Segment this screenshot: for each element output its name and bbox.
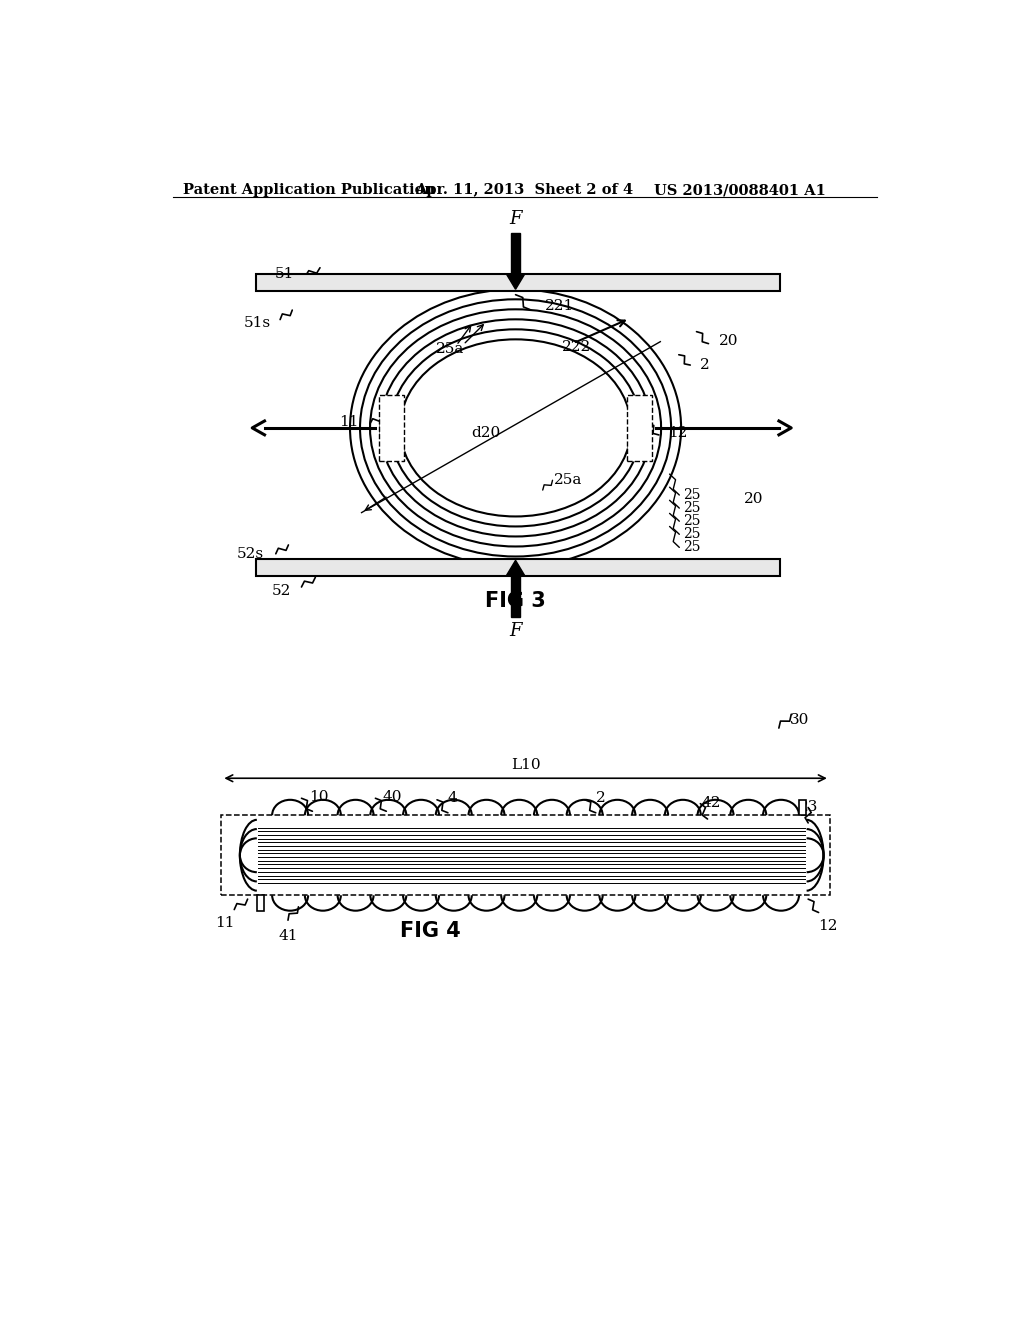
Text: F: F	[509, 210, 522, 227]
Text: 11: 11	[340, 414, 359, 429]
Text: 30: 30	[790, 713, 809, 727]
Text: 25a: 25a	[436, 342, 464, 356]
Text: 222: 222	[562, 341, 591, 354]
Text: Apr. 11, 2013  Sheet 2 of 4: Apr. 11, 2013 Sheet 2 of 4	[416, 183, 634, 197]
Text: 25: 25	[683, 502, 700, 515]
Text: 10: 10	[309, 789, 329, 804]
Bar	[379, 395, 403, 461]
Bar	[257, 895, 264, 911]
Text: Patent Application Publication: Patent Application Publication	[183, 183, 435, 197]
Text: 52: 52	[271, 583, 291, 598]
Text: FIG 4: FIG 4	[400, 921, 461, 941]
Polygon shape	[506, 275, 524, 289]
Text: 42: 42	[701, 796, 721, 809]
Text: 52s: 52s	[238, 546, 264, 561]
Text: 20: 20	[719, 334, 738, 348]
Text: 40: 40	[383, 789, 402, 804]
Text: 25: 25	[683, 515, 700, 528]
Text: d20: d20	[472, 426, 501, 441]
Text: 25a: 25a	[554, 474, 582, 487]
Text: 4: 4	[447, 791, 458, 805]
Bar	[256, 275, 779, 290]
Text: 41: 41	[279, 929, 298, 944]
Text: 12: 12	[818, 919, 838, 933]
Bar	[800, 800, 806, 816]
Text: 51: 51	[275, 267, 295, 281]
Text: 25: 25	[683, 540, 700, 554]
Bar	[256, 558, 779, 576]
Text: 23: 23	[799, 800, 818, 813]
Bar	[628, 395, 652, 461]
Text: 25: 25	[683, 527, 700, 541]
Text: FIG 3: FIG 3	[485, 591, 546, 611]
Text: 2: 2	[700, 358, 710, 372]
Text: 51s: 51s	[244, 317, 271, 330]
Text: 25: 25	[683, 488, 700, 502]
Text: 2: 2	[596, 791, 605, 805]
Text: US 2013/0088401 A1: US 2013/0088401 A1	[654, 183, 826, 197]
Polygon shape	[506, 561, 524, 576]
Bar	[511, 234, 520, 275]
Bar	[221, 816, 829, 895]
Text: L10: L10	[511, 758, 541, 772]
Bar	[511, 576, 520, 616]
Text: 20: 20	[744, 492, 764, 506]
Text: F: F	[509, 622, 522, 640]
Text: 221: 221	[545, 300, 573, 313]
Text: 11: 11	[215, 916, 234, 929]
Text: 12: 12	[668, 425, 688, 440]
